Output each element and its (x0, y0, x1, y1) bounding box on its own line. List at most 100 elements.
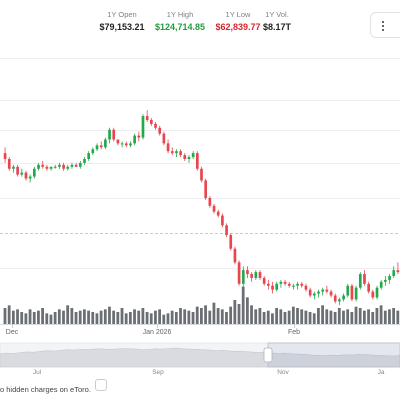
volume-bar (291, 306, 295, 324)
candle-body (379, 281, 383, 288)
volume-bar (11, 310, 15, 324)
candle-body (49, 166, 53, 169)
candle-body (392, 270, 396, 276)
candle-body (124, 143, 128, 146)
candle-body (304, 285, 308, 290)
volume-bar (204, 305, 207, 324)
volume-bar (388, 309, 391, 324)
candle-body (175, 151, 178, 154)
volume-bar (200, 308, 203, 324)
volume-bar (16, 309, 19, 324)
candle-body (74, 164, 78, 167)
candle-body (137, 135, 141, 138)
stat-label: 1Y High (166, 10, 194, 19)
candle-body (384, 279, 387, 282)
candle-body (292, 285, 295, 287)
volume-bar (346, 309, 350, 324)
volume-bar (287, 310, 291, 324)
info-icon[interactable] (95, 379, 107, 391)
volume-bar (241, 286, 245, 324)
stat-value: $124,714.85 (154, 22, 206, 32)
candle-body (279, 281, 283, 284)
volume-bar (32, 312, 36, 324)
stat-value: $62,839.77 (215, 22, 261, 32)
candle-body (195, 153, 199, 169)
price-gridlines (0, 58, 400, 269)
volume-bar (7, 305, 11, 324)
stat-1y-low: 1Y Low $62,839.77 (193, 10, 283, 34)
candle-body (16, 166, 19, 175)
navigator-ticks: Jul Sep Nov Ja (33, 369, 385, 376)
volume-bar (275, 308, 279, 324)
volume-bar (141, 308, 145, 324)
candle-body (91, 149, 95, 154)
candlestick-series (3, 110, 400, 306)
volume-bar (296, 308, 299, 324)
candle-body (300, 283, 304, 286)
volume-bar (24, 313, 28, 324)
chart-menu-button[interactable] (370, 12, 400, 38)
candle-body (179, 151, 182, 156)
volume-bar (279, 309, 283, 324)
volume-bar (350, 312, 354, 324)
volume-bar (379, 305, 383, 324)
candle-body (116, 139, 120, 144)
volume-bar (137, 310, 141, 324)
candle-body (246, 270, 249, 275)
stat-value: $79,153.21 (99, 22, 145, 32)
volume-bar (174, 312, 178, 324)
candle-body (208, 198, 212, 206)
volume-bar (108, 306, 111, 324)
volume-bar (371, 312, 375, 324)
candle-body (371, 291, 375, 298)
navigator-tick-label: Jul (33, 369, 42, 376)
volume-bar (103, 309, 107, 324)
navigator-tick-label: Sep (152, 369, 164, 376)
candle-body (321, 289, 325, 292)
candle-body (200, 168, 203, 181)
stat-1y-open: 1Y Open $79,153.21 (77, 10, 167, 34)
volume-bar (317, 308, 320, 324)
candle-body (7, 159, 11, 169)
volume-bar (162, 314, 166, 324)
candle-body (99, 145, 103, 148)
volume-bar (74, 312, 78, 324)
volume-bar (220, 309, 224, 324)
volume-bar (187, 310, 191, 324)
candle-body (329, 291, 333, 296)
volume-bar (28, 309, 32, 324)
volume-bar (367, 309, 370, 324)
candle-body (41, 164, 45, 167)
volume-bar (250, 305, 253, 324)
volume-bar (225, 312, 228, 324)
candle-body (254, 272, 258, 278)
volume-bar (20, 312, 24, 324)
volume-bar (212, 302, 216, 324)
volume-bar (91, 312, 95, 324)
volume-bar (179, 308, 182, 324)
candle-body (58, 164, 61, 167)
candle-body (296, 283, 299, 286)
range-navigator[interactable] (0, 342, 400, 368)
volume-bar (45, 313, 49, 324)
disclaimer-text: o hidden charges on eToro. (0, 385, 91, 394)
candle-body (28, 176, 32, 179)
candle-body (241, 270, 245, 284)
volume-bar (83, 309, 86, 324)
candle-body (333, 295, 337, 302)
x-tick-label: Jan 2026 (143, 329, 172, 336)
candle-body (396, 270, 400, 273)
candle-body (375, 287, 379, 298)
volume-bar (375, 308, 379, 324)
volume-bar (62, 310, 65, 324)
candle-body (258, 272, 262, 278)
volume-bar (245, 297, 249, 324)
candle-body (45, 166, 49, 169)
candle-body (87, 153, 91, 159)
navigator-selection (267, 342, 400, 368)
volume-bar (208, 310, 212, 324)
stat-value: $8.17T (262, 22, 292, 32)
candle-body (83, 159, 86, 163)
stat-label: 1Y Vol. (265, 10, 289, 19)
